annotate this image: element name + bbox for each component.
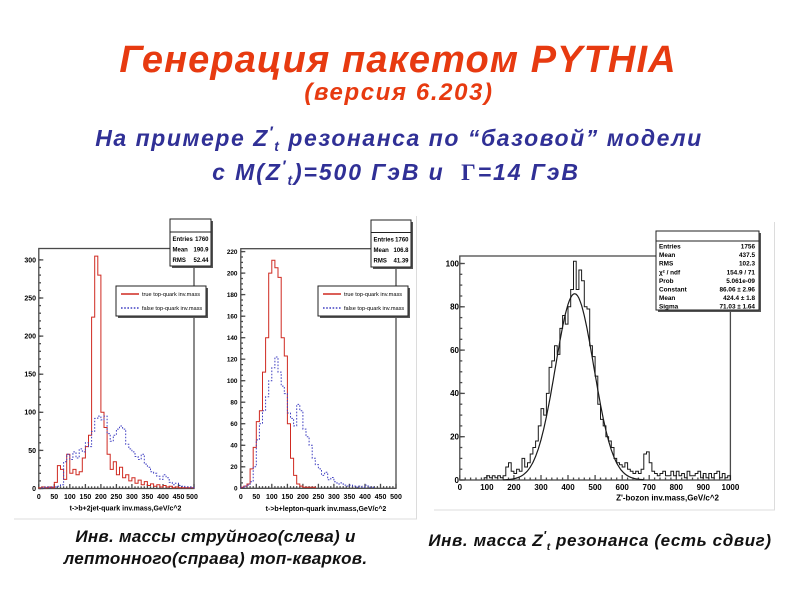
svg-text:71.03 ± 1.64: 71.03 ± 1.64 (720, 304, 756, 311)
svg-text:52.44: 52.44 (193, 258, 209, 264)
svg-text:80: 80 (230, 399, 238, 406)
svg-text:450: 450 (375, 494, 387, 501)
svg-text:250: 250 (24, 295, 36, 302)
svg-text:350: 350 (344, 494, 356, 501)
svg-text:Mean: Mean (659, 295, 675, 302)
svg-text:Sigma: Sigma (659, 304, 679, 311)
svg-text:200: 200 (227, 270, 238, 277)
svg-text:200: 200 (297, 494, 309, 501)
svg-text:154.9 / 71: 154.9 / 71 (727, 269, 756, 276)
svg-text:250: 250 (313, 494, 325, 501)
svg-text:180: 180 (227, 292, 238, 299)
svg-text:1760: 1760 (395, 238, 409, 244)
svg-text:60: 60 (230, 421, 238, 428)
svg-text:t->b+2jet-quark inv.mass,GeV/c: t->b+2jet-quark inv.mass,GeV/c^2 (70, 505, 182, 513)
svg-text:100: 100 (446, 259, 460, 268)
svg-text:RMS: RMS (173, 258, 186, 264)
svg-text:40: 40 (450, 389, 459, 398)
svg-text:400: 400 (359, 494, 371, 501)
svg-text:false top-quark inv.mass: false top-quark inv.mass (344, 306, 404, 312)
svg-text:150: 150 (282, 494, 294, 501)
svg-text:5.061e-09: 5.061e-09 (726, 278, 755, 285)
svg-text:Constant: Constant (659, 287, 688, 294)
svg-text:220: 220 (227, 249, 238, 256)
svg-text:100: 100 (64, 494, 76, 501)
svg-text:102.3: 102.3 (739, 261, 755, 268)
svg-text:600: 600 (616, 483, 630, 492)
svg-text:100: 100 (24, 410, 36, 417)
svg-text:500: 500 (390, 494, 402, 501)
svg-text:86.06 ± 2.96: 86.06 ± 2.96 (720, 287, 756, 294)
svg-text:190.9: 190.9 (193, 248, 209, 254)
svg-text:106.8: 106.8 (393, 248, 409, 254)
svg-text:120: 120 (227, 356, 238, 363)
svg-text:Prob: Prob (659, 278, 674, 285)
svg-text:250: 250 (111, 494, 123, 501)
svg-text:300: 300 (24, 257, 36, 264)
svg-text:100: 100 (480, 483, 494, 492)
svg-text:80: 80 (450, 303, 459, 312)
svg-text:Entries: Entries (173, 237, 194, 243)
svg-text:1000: 1000 (722, 483, 740, 492)
svg-text:450: 450 (173, 494, 185, 501)
svg-text:500: 500 (588, 483, 602, 492)
svg-text:χ² / ndf: χ² / ndf (659, 269, 681, 276)
svg-text:true top-quark inv.mass: true top-quark inv.mass (142, 292, 200, 298)
svg-text:300: 300 (126, 494, 138, 501)
svg-text:true top-quark inv.mass: true top-quark inv.mass (344, 292, 402, 298)
svg-text:Z'-bozon inv.mass,GeV/c^2: Z'-bozon inv.mass,GeV/c^2 (616, 494, 719, 503)
svg-text:t->b+lepton-quark inv.mass,GeV: t->b+lepton-quark inv.mass,GeV/c^2 (266, 505, 387, 513)
svg-text:0: 0 (234, 486, 238, 493)
svg-text:400: 400 (157, 494, 169, 501)
svg-text:20: 20 (450, 433, 459, 442)
svg-text:150: 150 (80, 494, 92, 501)
svg-text:false top-quark inv.mass: false top-quark inv.mass (142, 306, 202, 312)
svg-text:0: 0 (32, 486, 36, 493)
svg-text:20: 20 (230, 464, 238, 471)
svg-text:50: 50 (252, 494, 260, 501)
svg-text:900: 900 (697, 483, 711, 492)
svg-text:Entries: Entries (374, 238, 395, 244)
svg-text:300: 300 (534, 483, 548, 492)
svg-text:0: 0 (455, 476, 460, 485)
svg-text:800: 800 (670, 483, 684, 492)
svg-text:41.39: 41.39 (393, 259, 409, 265)
svg-text:0: 0 (37, 494, 41, 501)
svg-text:300: 300 (328, 494, 340, 501)
svg-text:Mean: Mean (659, 252, 675, 259)
svg-text:60: 60 (450, 346, 459, 355)
svg-text:RMS: RMS (659, 261, 674, 268)
svg-text:40: 40 (230, 443, 238, 450)
svg-text:437.5: 437.5 (739, 252, 755, 259)
svg-text:1760: 1760 (195, 237, 209, 243)
svg-text:RMS: RMS (374, 259, 387, 265)
svg-text:200: 200 (507, 483, 521, 492)
svg-text:0: 0 (239, 494, 243, 501)
svg-text:350: 350 (142, 494, 154, 501)
svg-text:50: 50 (50, 494, 58, 501)
svg-text:200: 200 (95, 494, 107, 501)
svg-text:Mean: Mean (173, 248, 189, 254)
svg-text:700: 700 (643, 483, 657, 492)
svg-text:1756: 1756 (741, 244, 756, 251)
svg-text:100: 100 (266, 494, 278, 501)
svg-text:Entries: Entries (659, 244, 681, 251)
svg-text:0: 0 (458, 483, 463, 492)
svg-text:500: 500 (186, 494, 198, 501)
svg-text:160: 160 (227, 313, 238, 320)
svg-text:50: 50 (28, 448, 36, 455)
svg-text:140: 140 (227, 335, 238, 342)
svg-text:100: 100 (227, 378, 238, 385)
svg-text:400: 400 (561, 483, 575, 492)
svg-text:Mean: Mean (374, 248, 390, 254)
svg-text:424.4 ± 1.8: 424.4 ± 1.8 (723, 295, 755, 302)
svg-text:150: 150 (24, 372, 36, 379)
svg-text:200: 200 (24, 334, 36, 341)
